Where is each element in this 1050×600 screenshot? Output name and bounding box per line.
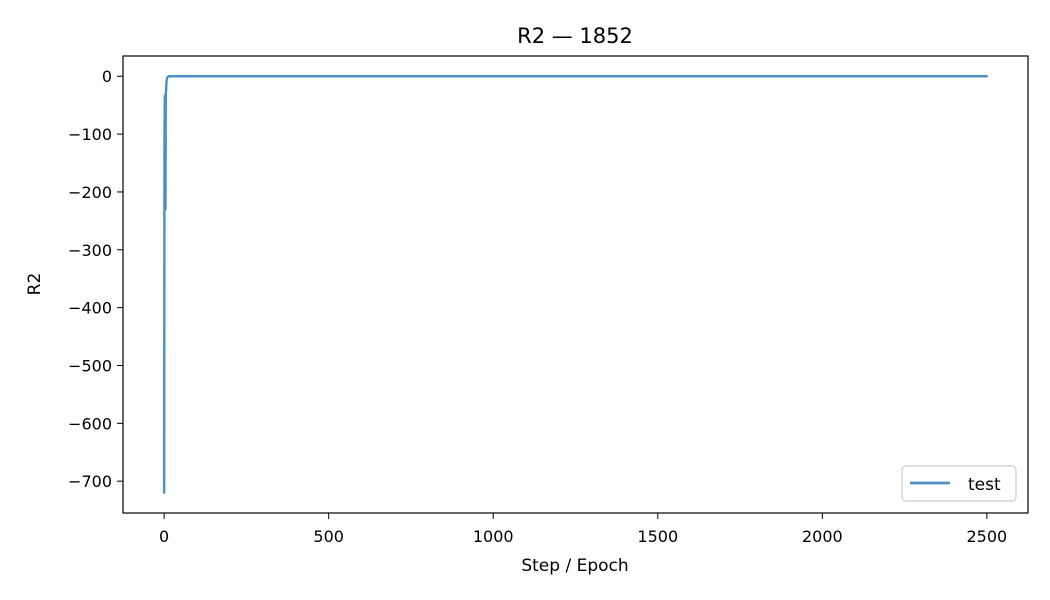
- axes-layer: 0 500 1000 1500 2000 2500 0 −100 −200 −300 −400 −50…: [68, 55, 1029, 546]
- x-tick-label-2500: 2500: [967, 527, 1008, 546]
- legend-box: [901, 465, 1017, 502]
- x-tick-label-500: 500: [313, 527, 344, 546]
- x-tick-label-1500: 1500: [637, 527, 678, 546]
- y-tick-label--300: −300: [68, 241, 112, 260]
- x-tick-label-0: 0: [159, 527, 169, 546]
- y-tick-label--500: −500: [68, 356, 112, 375]
- x-tick-label-1000: 1000: [473, 527, 514, 546]
- y-axis-label: R2: [25, 273, 45, 296]
- y-tick-label--200: −200: [68, 183, 112, 202]
- y-tick-label--400: −400: [68, 299, 112, 318]
- y-tick-label--100: −100: [68, 125, 112, 144]
- x-axis-label: Step / Epoch: [521, 556, 628, 576]
- legend-test-label: test: [968, 475, 1001, 495]
- legend: test: [901, 465, 1017, 502]
- plot-area: [123, 56, 1028, 513]
- chart-title: R2 — 1852: [517, 24, 633, 48]
- axes-frame: [122, 55, 1029, 514]
- y-tick-label--600: −600: [68, 414, 112, 433]
- y-tick-label-0: 0: [102, 67, 112, 86]
- series-line-test: [162, 75, 989, 494]
- plot-background: [123, 56, 1028, 513]
- x-tick-label-2000: 2000: [802, 527, 843, 546]
- y-tick-label--700: −700: [68, 472, 112, 491]
- series-layer: [162, 75, 989, 494]
